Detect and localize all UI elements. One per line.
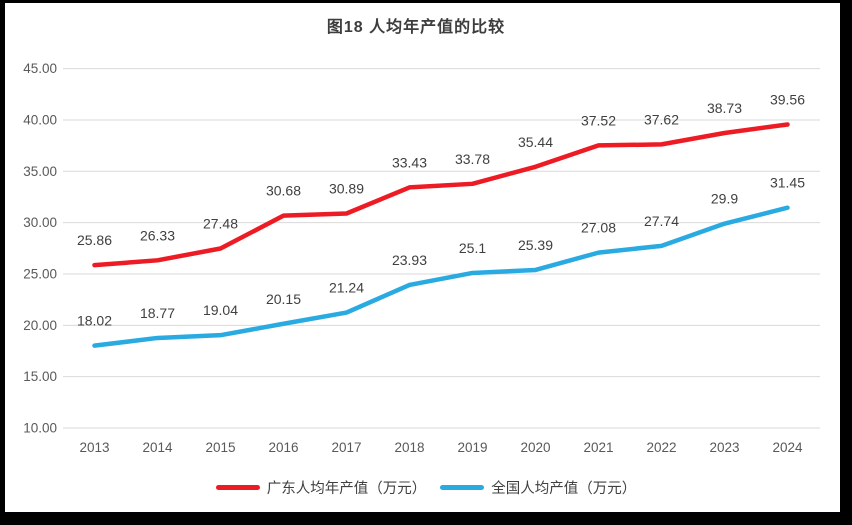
chart-title: 图18 人均年产值的比较 bbox=[326, 19, 506, 36]
series-line bbox=[92, 205, 790, 348]
data-point-label: 38.73 bbox=[707, 100, 742, 116]
legend-label: 广东人均年产值（万元） bbox=[266, 480, 427, 497]
data-point-label: 37.52 bbox=[581, 112, 616, 128]
legend-line-swatch bbox=[440, 484, 485, 490]
data-point-label: 35.44 bbox=[518, 134, 553, 150]
data-point-label: 30.89 bbox=[329, 180, 364, 196]
data-point-label: 33.78 bbox=[455, 151, 490, 167]
legend-label: 全国人均产值（万元） bbox=[491, 480, 637, 497]
series-line bbox=[92, 122, 790, 268]
x-axis-tick-label: 2015 bbox=[205, 440, 235, 455]
data-point-label: 18.02 bbox=[77, 313, 112, 329]
data-point-label: 29.9 bbox=[711, 191, 738, 207]
y-axis-tick-label: 20.00 bbox=[23, 318, 57, 333]
data-point-label: 25.86 bbox=[77, 232, 112, 248]
data-point-label: 39.56 bbox=[770, 91, 805, 107]
frame-border-left bbox=[0, 0, 5, 525]
data-point-label: 20.15 bbox=[266, 291, 301, 307]
data-point-label: 18.77 bbox=[140, 305, 175, 321]
frame-border-top bbox=[0, 0, 852, 3]
x-axis-tick-label: 2021 bbox=[583, 440, 613, 455]
data-point-label: 26.33 bbox=[140, 227, 175, 243]
data-point-label: 27.74 bbox=[644, 213, 679, 229]
y-axis-tick-label: 30.00 bbox=[23, 215, 57, 230]
x-axis-tick-label: 2019 bbox=[457, 440, 487, 455]
y-axis-tick-label: 15.00 bbox=[23, 369, 57, 384]
y-axis-tick-label: 45.00 bbox=[23, 61, 57, 76]
x-axis-tick-label: 2022 bbox=[646, 440, 676, 455]
legend-line-swatch bbox=[215, 484, 260, 490]
x-axis-tick-label: 2024 bbox=[772, 440, 803, 455]
x-axis-tick-label: 2016 bbox=[268, 440, 298, 455]
data-point-label: 31.45 bbox=[770, 175, 805, 191]
x-axis-tick-label: 2014 bbox=[142, 440, 173, 455]
data-point-label: 37.62 bbox=[644, 111, 679, 127]
x-axis-tick-label: 2018 bbox=[394, 440, 424, 455]
frame-border-right bbox=[840, 0, 852, 525]
y-axis-tick-label: 10.00 bbox=[23, 421, 57, 436]
data-point-label: 27.08 bbox=[581, 220, 616, 236]
data-point-label: 25.39 bbox=[518, 237, 553, 253]
frame-border-bottom bbox=[0, 512, 852, 525]
data-point-label: 30.68 bbox=[266, 183, 301, 199]
data-point-label: 25.1 bbox=[459, 240, 486, 256]
x-axis-tick-label: 2023 bbox=[709, 440, 739, 455]
y-axis-tick-label: 35.00 bbox=[23, 164, 57, 179]
y-axis-tick-label: 40.00 bbox=[23, 112, 57, 127]
data-point-label: 27.48 bbox=[203, 216, 238, 232]
data-point-label: 33.43 bbox=[392, 154, 427, 170]
y-axis-tick-label: 25.00 bbox=[23, 266, 57, 281]
chart-legend: 广东人均年产值（万元） 全国人均产值（万元） bbox=[0, 476, 852, 498]
legend-item: 全国人均产值（万元） bbox=[440, 477, 636, 498]
data-point-label: 23.93 bbox=[392, 252, 427, 268]
data-point-label: 19.04 bbox=[203, 302, 238, 318]
x-axis-tick-label: 2013 bbox=[79, 440, 109, 455]
x-axis-tick-label: 2017 bbox=[331, 440, 361, 455]
legend-item: 广东人均年产值（万元） bbox=[215, 477, 427, 498]
data-point-label: 21.24 bbox=[329, 280, 364, 296]
x-axis-tick-label: 2020 bbox=[520, 440, 550, 455]
